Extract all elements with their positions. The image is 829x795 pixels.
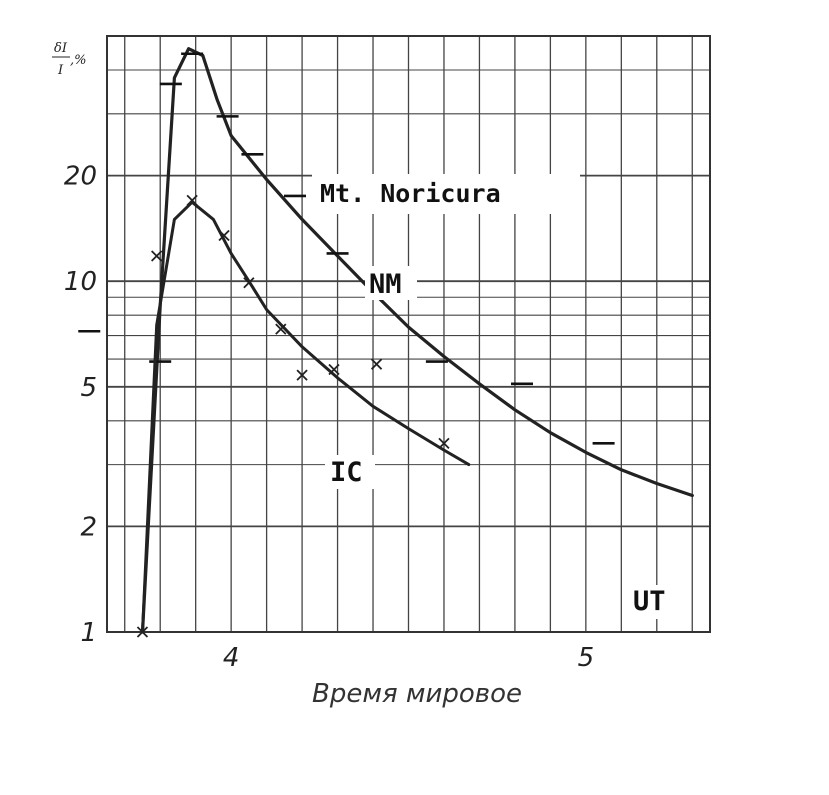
y-axis-label-numerator: δI <box>54 41 68 56</box>
y-tick-label: 10 <box>64 267 97 297</box>
marker-stroke <box>296 369 308 381</box>
marker-stroke <box>136 626 149 638</box>
y-tick-label: 1 <box>80 618 97 648</box>
series-line-nm <box>140 47 694 634</box>
y-tick-label: 20 <box>64 162 97 192</box>
y-tick-label: 2 <box>80 512 97 542</box>
y-axis-label-unit: ,% <box>70 53 87 68</box>
x-tick-label: 5 <box>578 643 595 673</box>
marker-stroke <box>243 277 255 289</box>
data-point-ic <box>438 437 450 449</box>
y-axis-label-denominator: I <box>57 63 64 78</box>
data-point-ic <box>370 358 383 370</box>
chart-title: Mt. Noricura <box>320 179 501 208</box>
x-axis-label: Время мировое <box>312 679 522 709</box>
y-tick-label: 5 <box>80 373 97 403</box>
chart-grid <box>107 35 710 633</box>
marker-stroke <box>438 437 450 449</box>
tick-labels: 1 2 5 10 20 4 5 <box>64 162 594 673</box>
x-tick-label: 4 <box>223 643 240 673</box>
x-unit-label: UT <box>633 586 666 617</box>
data-point-ic <box>151 250 163 262</box>
marker-stroke <box>328 363 340 376</box>
data-point-ic <box>136 626 149 638</box>
series-label-nm: NM <box>369 269 402 300</box>
marker-stroke <box>186 194 198 206</box>
ic-label-background <box>325 455 375 489</box>
series-line-ic <box>141 200 471 634</box>
title-background <box>312 174 580 214</box>
series-label-ic: IC <box>330 457 363 488</box>
marker-stroke <box>370 358 383 370</box>
data-point-ic <box>218 229 230 242</box>
data-point-ic <box>296 369 308 381</box>
data-point-ic <box>186 194 198 206</box>
nm-label-background <box>365 266 417 300</box>
plot-frame <box>106 35 711 633</box>
series-layer <box>78 47 694 638</box>
data-point-ic <box>275 323 287 335</box>
ut-label-background <box>628 585 682 619</box>
data-point-ic <box>328 363 340 376</box>
marker-stroke <box>151 250 163 262</box>
data-point-ic <box>243 277 255 289</box>
marker-stroke <box>275 323 287 335</box>
marker-stroke <box>218 229 230 242</box>
